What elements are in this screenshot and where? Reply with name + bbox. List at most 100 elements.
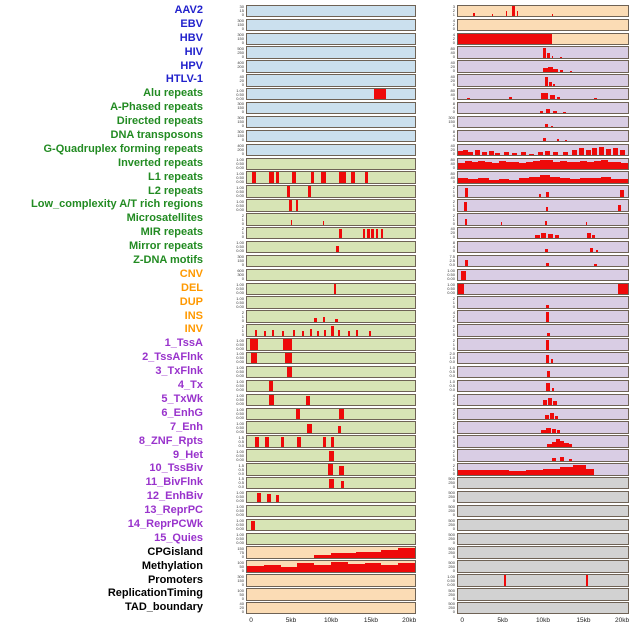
y-tick-label: 20 (239, 77, 244, 83)
track-label: CPGisland (147, 545, 203, 558)
signal-bar (538, 193, 542, 197)
signal-bar (543, 469, 560, 475)
y-axis-ticks-left: 300 150 0 (207, 574, 246, 586)
y-axis-ticks-right: 500 250 0 (416, 491, 457, 503)
signal-bar (331, 437, 335, 447)
signal-bar (463, 202, 468, 211)
y-tick-label: 0.0 (238, 442, 244, 448)
signal-bar (571, 149, 577, 156)
track-row: L2 repeats 1.00 0.50 0.00 2 1 0 (1, 185, 629, 199)
y-tick-label: 0 (241, 317, 244, 323)
track-panel-right (457, 18, 629, 32)
y-tick-label: 0 (241, 609, 244, 615)
signal-bar (556, 97, 560, 100)
y-tick-label: 0.0 (449, 359, 455, 365)
signal-bar (553, 401, 557, 406)
y-tick-label: 0.50 (236, 369, 244, 375)
track-panel-left (246, 310, 416, 323)
y-tick-label: 20 (450, 147, 455, 153)
y-tick-label: 0.50 (447, 577, 455, 583)
track-row: EBV 300 150 0 4 2 0 (1, 18, 629, 32)
signal-bar (310, 329, 313, 336)
y-tick-label: 250 (237, 49, 244, 55)
y-tick-label: 8 (452, 129, 455, 135)
y-tick-label: 300 (237, 115, 244, 121)
track-label: DUP (179, 295, 203, 308)
signal-bar (458, 33, 552, 44)
y-tick-label: 0 (241, 276, 244, 282)
track-panel-right (457, 393, 629, 407)
signal-bar (547, 333, 550, 336)
y-tick-label: 1 (241, 216, 244, 222)
track-row: HBV 300 150 0 4 2 0 (1, 32, 629, 46)
signal-bar (548, 81, 553, 86)
y-tick-label: 200 (237, 63, 244, 69)
signal-bar (543, 47, 547, 58)
y-tick-label: 0 (452, 26, 455, 32)
y-tick-label: 75 (239, 549, 244, 555)
track-row: Alu repeats 1.00 0.50 0.00 80 40 0 (1, 87, 629, 101)
track-panel-right (457, 560, 629, 573)
y-tick-label: 1.00 (236, 448, 244, 454)
signal-bar (546, 108, 550, 114)
signal-bar (554, 235, 560, 239)
track-panel-left (246, 268, 416, 282)
track-panel-right (457, 477, 629, 490)
y-tick-label: 150 (237, 119, 244, 125)
signal-bar (284, 353, 293, 364)
signal-bar (364, 562, 382, 572)
signal-bar (287, 186, 291, 197)
y-tick-label: 0 (452, 609, 455, 615)
track-label: 12_EnhBiv (146, 490, 203, 503)
y-tick-label: 30 (239, 4, 244, 10)
y-tick-label: 0.0 (449, 387, 455, 393)
y-tick-label: 0.00 (236, 345, 244, 351)
track-label: Z-DNA motifs (133, 254, 203, 267)
y-axis-ticks-left: 1.5 0.5 0.0 (207, 477, 246, 489)
signal-bar (464, 161, 472, 169)
y-axis-ticks-right: 300 150 0 (416, 116, 457, 128)
track-panel-left (246, 490, 416, 504)
signal-bar (547, 52, 550, 58)
signal-bar (265, 437, 269, 447)
y-tick-label: 0 (452, 206, 455, 212)
y-tick-label: 0 (452, 178, 455, 184)
y-tick-label: 0.50 (236, 508, 244, 514)
y-tick-label: 0.00 (236, 428, 244, 434)
y-tick-label: 0.50 (236, 411, 244, 417)
y-tick-label: 0.50 (236, 299, 244, 305)
y-tick-label: 1 (241, 313, 244, 319)
track-row: Directed repeats 300 150 0 300 150 0 (1, 115, 629, 129)
signal-bar (339, 229, 342, 239)
signal-bar (380, 229, 384, 239)
y-axis-ticks-left: 1.00 0.50 0.00 (207, 171, 246, 183)
y-axis-ticks-left: 300 150 0 (207, 32, 246, 44)
y-tick-label: 0 (452, 567, 455, 573)
track-panel-left (246, 4, 416, 18)
y-axis-ticks-left: 300 150 0 (207, 116, 246, 128)
y-tick-label: 0 (241, 81, 244, 87)
y-tick-label: 1.00 (236, 365, 244, 371)
y-tick-label: 0.50 (236, 536, 244, 542)
y-tick-label: 40 (450, 73, 455, 79)
y-tick-label: 250 (448, 536, 455, 542)
x-tick-label: 0 (249, 617, 253, 625)
signal-bar (545, 304, 549, 308)
y-tick-label: 0 (452, 53, 455, 59)
signal-bar (267, 494, 271, 503)
y-tick-label: 0.00 (236, 456, 244, 462)
y-tick-label: 40 (450, 174, 455, 180)
y-axis-ticks-left: 1.00 0.50 0.00 (207, 241, 246, 253)
axis-spacer-label (1, 615, 207, 628)
y-tick-label: 0 (452, 67, 455, 73)
y-tick-label: 1.5 (238, 434, 244, 440)
signal-bar (532, 160, 540, 169)
y-tick-label: 0 (452, 109, 455, 115)
signal-bar (458, 177, 469, 183)
signal-bar (368, 331, 371, 336)
